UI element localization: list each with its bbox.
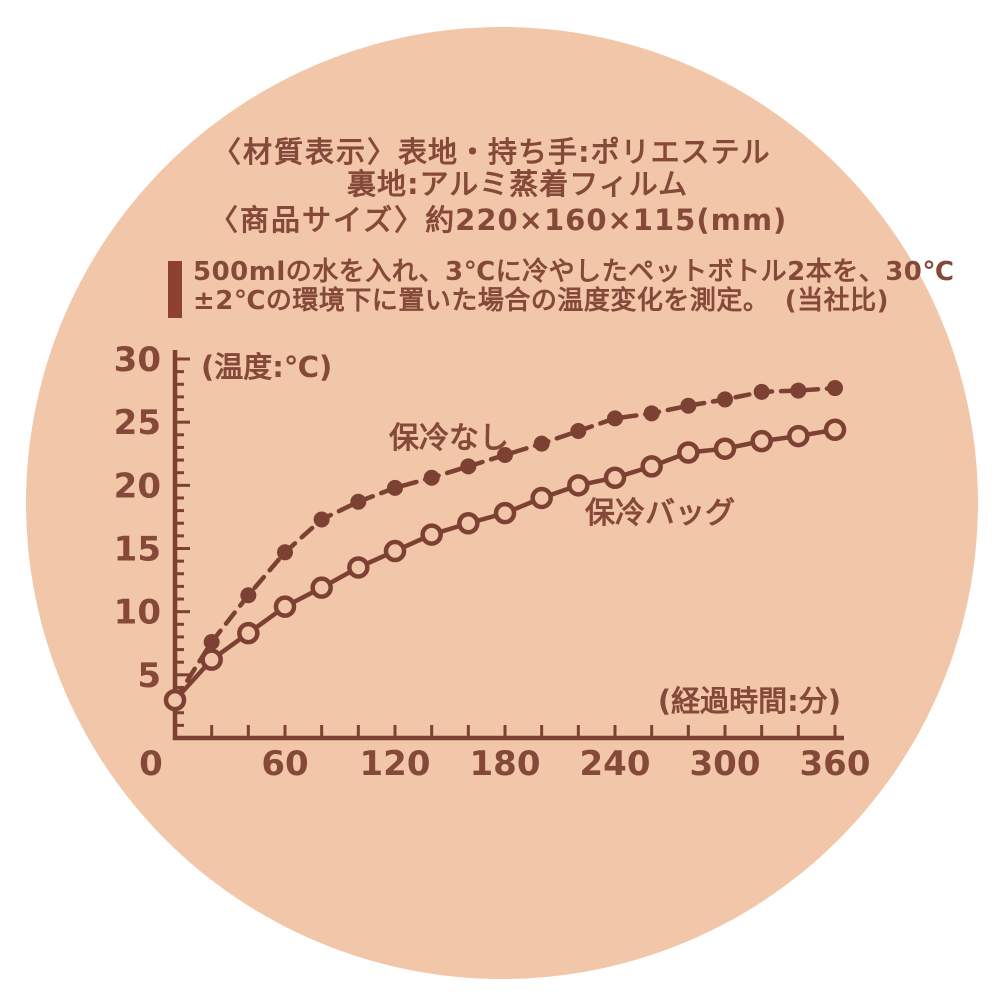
data-point [643,405,660,422]
y-tick-label: 5 [137,656,161,696]
data-point [313,511,330,528]
data-point [347,556,370,579]
y-axis-title: (温度:℃) [201,350,332,384]
data-point [240,587,257,604]
size-label: 〈商品サイズ〉 [209,203,426,237]
series-label: 保冷なし [389,421,509,456]
material-label: 〈材質表示〉 [212,135,399,169]
data-point [163,688,187,712]
data-point [497,447,513,464]
test-note: 500mlの水を入れ、3℃に冷やしたペットボトル2本を、30℃ ±2℃の環境下に… [193,257,955,316]
data-point [570,423,587,440]
data-point [423,469,440,486]
series-cooler-bag: 保冷バッグ [163,418,847,712]
data-point [790,382,807,399]
data-point [387,479,403,496]
x-tick-label: 0 [139,744,163,784]
x-tick-label: 180 [470,744,541,784]
data-point [827,380,843,397]
data-point [493,501,517,525]
data-point [753,383,770,400]
size-spec-line: 〈商品サイズ〉約220×160×115(mm) [209,204,787,237]
note-comparison-tag: (当社比) [784,286,889,316]
data-point [460,458,477,475]
data-point [237,621,260,645]
data-point [750,429,773,453]
x-tick-label: 60 [261,744,308,784]
y-tick-label: 20 [114,466,161,506]
y-tick-label: 30 [114,340,161,380]
data-point [713,437,737,460]
series-no-cooling: 保冷なし [167,380,843,709]
y-tick-label: 15 [114,530,161,570]
data-point [203,633,220,650]
data-point [457,511,480,535]
data-point [640,455,663,478]
data-point [567,474,590,497]
data-point [273,595,297,618]
data-point [310,576,333,599]
data-point [677,441,700,464]
x-axis-title: (経過時間:分) [658,684,841,718]
data-point [680,397,697,414]
data-point [277,544,293,561]
data-point [200,648,223,671]
data-point [383,539,407,563]
material-value-line1: 表地・持ち手:ポリエステル [398,135,771,169]
data-point [607,410,623,427]
note-line1: 500mlの水を入れ、3℃に冷やしたペットボトル2本を、30℃ [193,257,955,287]
data-point [823,418,847,441]
data-point [787,424,810,448]
data-point [603,466,627,490]
x-tick-label: 360 [800,744,871,784]
data-point [530,486,553,510]
material-spec-line1: 〈材質表示〉表地・持ち手:ポリエステル [212,136,771,169]
note-accent-bar [168,261,182,318]
x-tick-label: 120 [360,744,431,784]
data-point [350,493,367,510]
x-tick-label: 240 [580,744,651,784]
data-point [533,435,550,452]
size-value: 約220×160×115(mm) [425,203,788,237]
note-line2: ±2℃の環境下に置いた場合の温度変化を測定。 [193,286,770,316]
x-tick-label: 300 [690,744,761,784]
y-tick-label: 10 [114,593,161,633]
material-spec-line2: 裏地:アルミ蒸着フィルム [347,167,689,201]
data-point [420,523,443,546]
series-label: 保冷バッグ [585,496,735,531]
axes [172,350,844,741]
data-point [717,391,733,408]
y-tick-label: 25 [114,403,161,443]
